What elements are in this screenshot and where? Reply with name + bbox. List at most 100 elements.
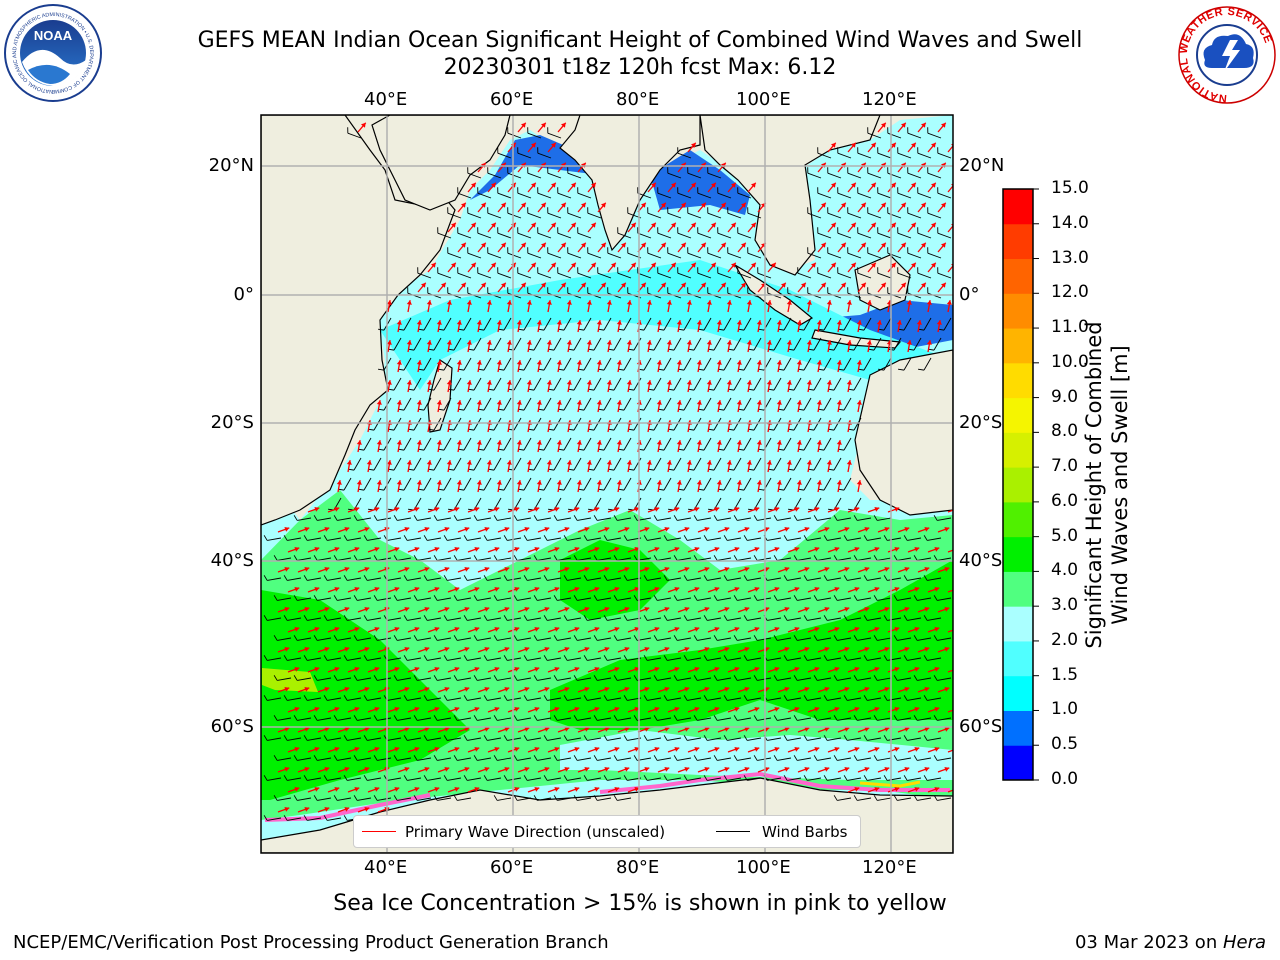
wind-barb — [757, 717, 772, 721]
wind-barb — [893, 337, 902, 351]
wind-barb — [603, 317, 612, 331]
wave-direction-arrowhead — [374, 586, 380, 592]
wind-barb-feather — [733, 635, 738, 641]
wind-barb — [437, 517, 452, 521]
wave-direction-arrowhead — [456, 320, 462, 325]
wind-barb-feather — [873, 555, 878, 561]
wind-barb — [727, 777, 742, 781]
wind-barb — [713, 377, 722, 391]
wind-barb — [737, 757, 752, 761]
wave-direction-arrowhead — [720, 242, 726, 248]
wave-direction-arrowhead — [750, 182, 756, 188]
wave-direction-arrowhead — [920, 282, 926, 288]
wind-barb-feather — [633, 595, 638, 601]
wave-direction-arrowhead — [544, 526, 550, 532]
wave-direction-arrowhead — [776, 320, 782, 325]
wave-direction-arrowhead — [354, 626, 360, 632]
wave-direction-arrowhead — [926, 300, 932, 305]
wind-barb-feather — [473, 675, 478, 681]
wave-direction-arrowhead — [656, 480, 662, 485]
wind-barb — [467, 577, 482, 581]
wave-direction-arrowhead — [404, 566, 410, 572]
wave-direction-arrowhead — [364, 606, 370, 612]
wave-direction-arrowhead — [854, 626, 860, 632]
wind-barb — [563, 437, 572, 451]
wind-barb — [623, 357, 632, 371]
wave-direction-arrowhead — [496, 440, 502, 445]
wind-barb-feather — [453, 795, 458, 801]
wave-direction-arrowhead — [874, 786, 880, 792]
wind-barb — [493, 337, 502, 351]
wave-direction-arrowhead — [396, 400, 402, 405]
wind-barb — [547, 697, 562, 701]
wave-direction-arrowhead — [344, 686, 350, 692]
wind-barb-feather — [403, 575, 408, 581]
lat-label-right-60s: 60°S — [959, 716, 1003, 737]
wave-direction-arrowhead — [804, 566, 810, 572]
wave-direction-arrowhead — [424, 726, 430, 732]
wave-direction-arrowhead — [484, 646, 490, 652]
wind-barb — [863, 317, 872, 331]
wind-barb-feather — [873, 515, 878, 521]
colorbar-swatch — [1003, 258, 1033, 294]
wind-barb — [587, 252, 602, 259]
wind-barb-feather — [733, 675, 738, 681]
wind-barb-feather — [603, 695, 608, 701]
wind-barb — [877, 677, 892, 681]
wind-barb — [467, 657, 482, 661]
wind-barb — [603, 357, 612, 371]
wave-direction-arrowhead — [680, 242, 686, 248]
wave-direction-arrowhead — [556, 400, 562, 405]
wind-barb-feather — [813, 755, 818, 761]
wind-barb-feather — [273, 555, 278, 561]
wind-barb — [667, 252, 682, 259]
wave-direction-arrowhead — [474, 786, 480, 792]
wind-barb — [417, 717, 432, 721]
wind-barb-feather — [773, 675, 778, 681]
wave-direction-arrowhead — [850, 142, 856, 148]
wind-barb — [857, 797, 872, 801]
wave-direction-arrowhead — [724, 566, 730, 572]
colorbar-swatch — [1003, 640, 1033, 677]
wave-direction-arrowhead — [716, 440, 722, 445]
wind-barb-feather — [673, 515, 678, 521]
wind-barb — [897, 192, 912, 199]
wind-barb — [597, 797, 612, 801]
wind-barb-feather — [393, 675, 398, 681]
wind-barb — [503, 437, 512, 451]
wind-barb — [767, 737, 782, 741]
wave-direction-arrowhead — [724, 646, 730, 652]
wave-direction-arrow — [947, 509, 953, 513]
wind-barb-feather — [443, 535, 448, 541]
wave-direction-arrowhead — [284, 566, 290, 572]
colorbar-swatch — [1003, 675, 1033, 711]
wave-direction-arrowhead — [714, 506, 720, 512]
wind-barb — [827, 657, 842, 661]
wave-direction-arrowhead — [930, 142, 936, 148]
wave-direction-arrowhead — [724, 606, 730, 612]
wind-barb — [343, 477, 352, 491]
wind-barb — [817, 272, 832, 279]
wave-direction-arrow — [947, 709, 953, 713]
wave-direction-arrowhead — [504, 726, 510, 732]
wind-barb-feather — [373, 595, 378, 601]
wind-barb — [527, 172, 542, 179]
wind-barb — [423, 317, 432, 331]
wave-direction-arrowhead — [284, 726, 290, 732]
wind-barb — [707, 737, 722, 741]
wave-direction-arrowhead — [804, 686, 810, 692]
wind-barb-feather — [533, 715, 538, 721]
wind-barb — [867, 617, 882, 621]
wave-direction-arrowhead — [634, 546, 640, 552]
wind-barb-feather — [753, 715, 758, 721]
wave-direction-arrowhead — [394, 506, 400, 512]
wind-barb-feather — [363, 535, 368, 541]
wave-direction-arrowhead — [364, 766, 370, 772]
wind-barb — [623, 317, 632, 331]
wave-direction-arrowhead — [776, 440, 782, 445]
wind-barb-feather — [533, 515, 538, 521]
wind-barb-feather — [743, 775, 748, 781]
wind-barb — [537, 677, 552, 681]
wave-direction-arrowhead — [486, 340, 492, 345]
wind-barb — [517, 557, 532, 561]
